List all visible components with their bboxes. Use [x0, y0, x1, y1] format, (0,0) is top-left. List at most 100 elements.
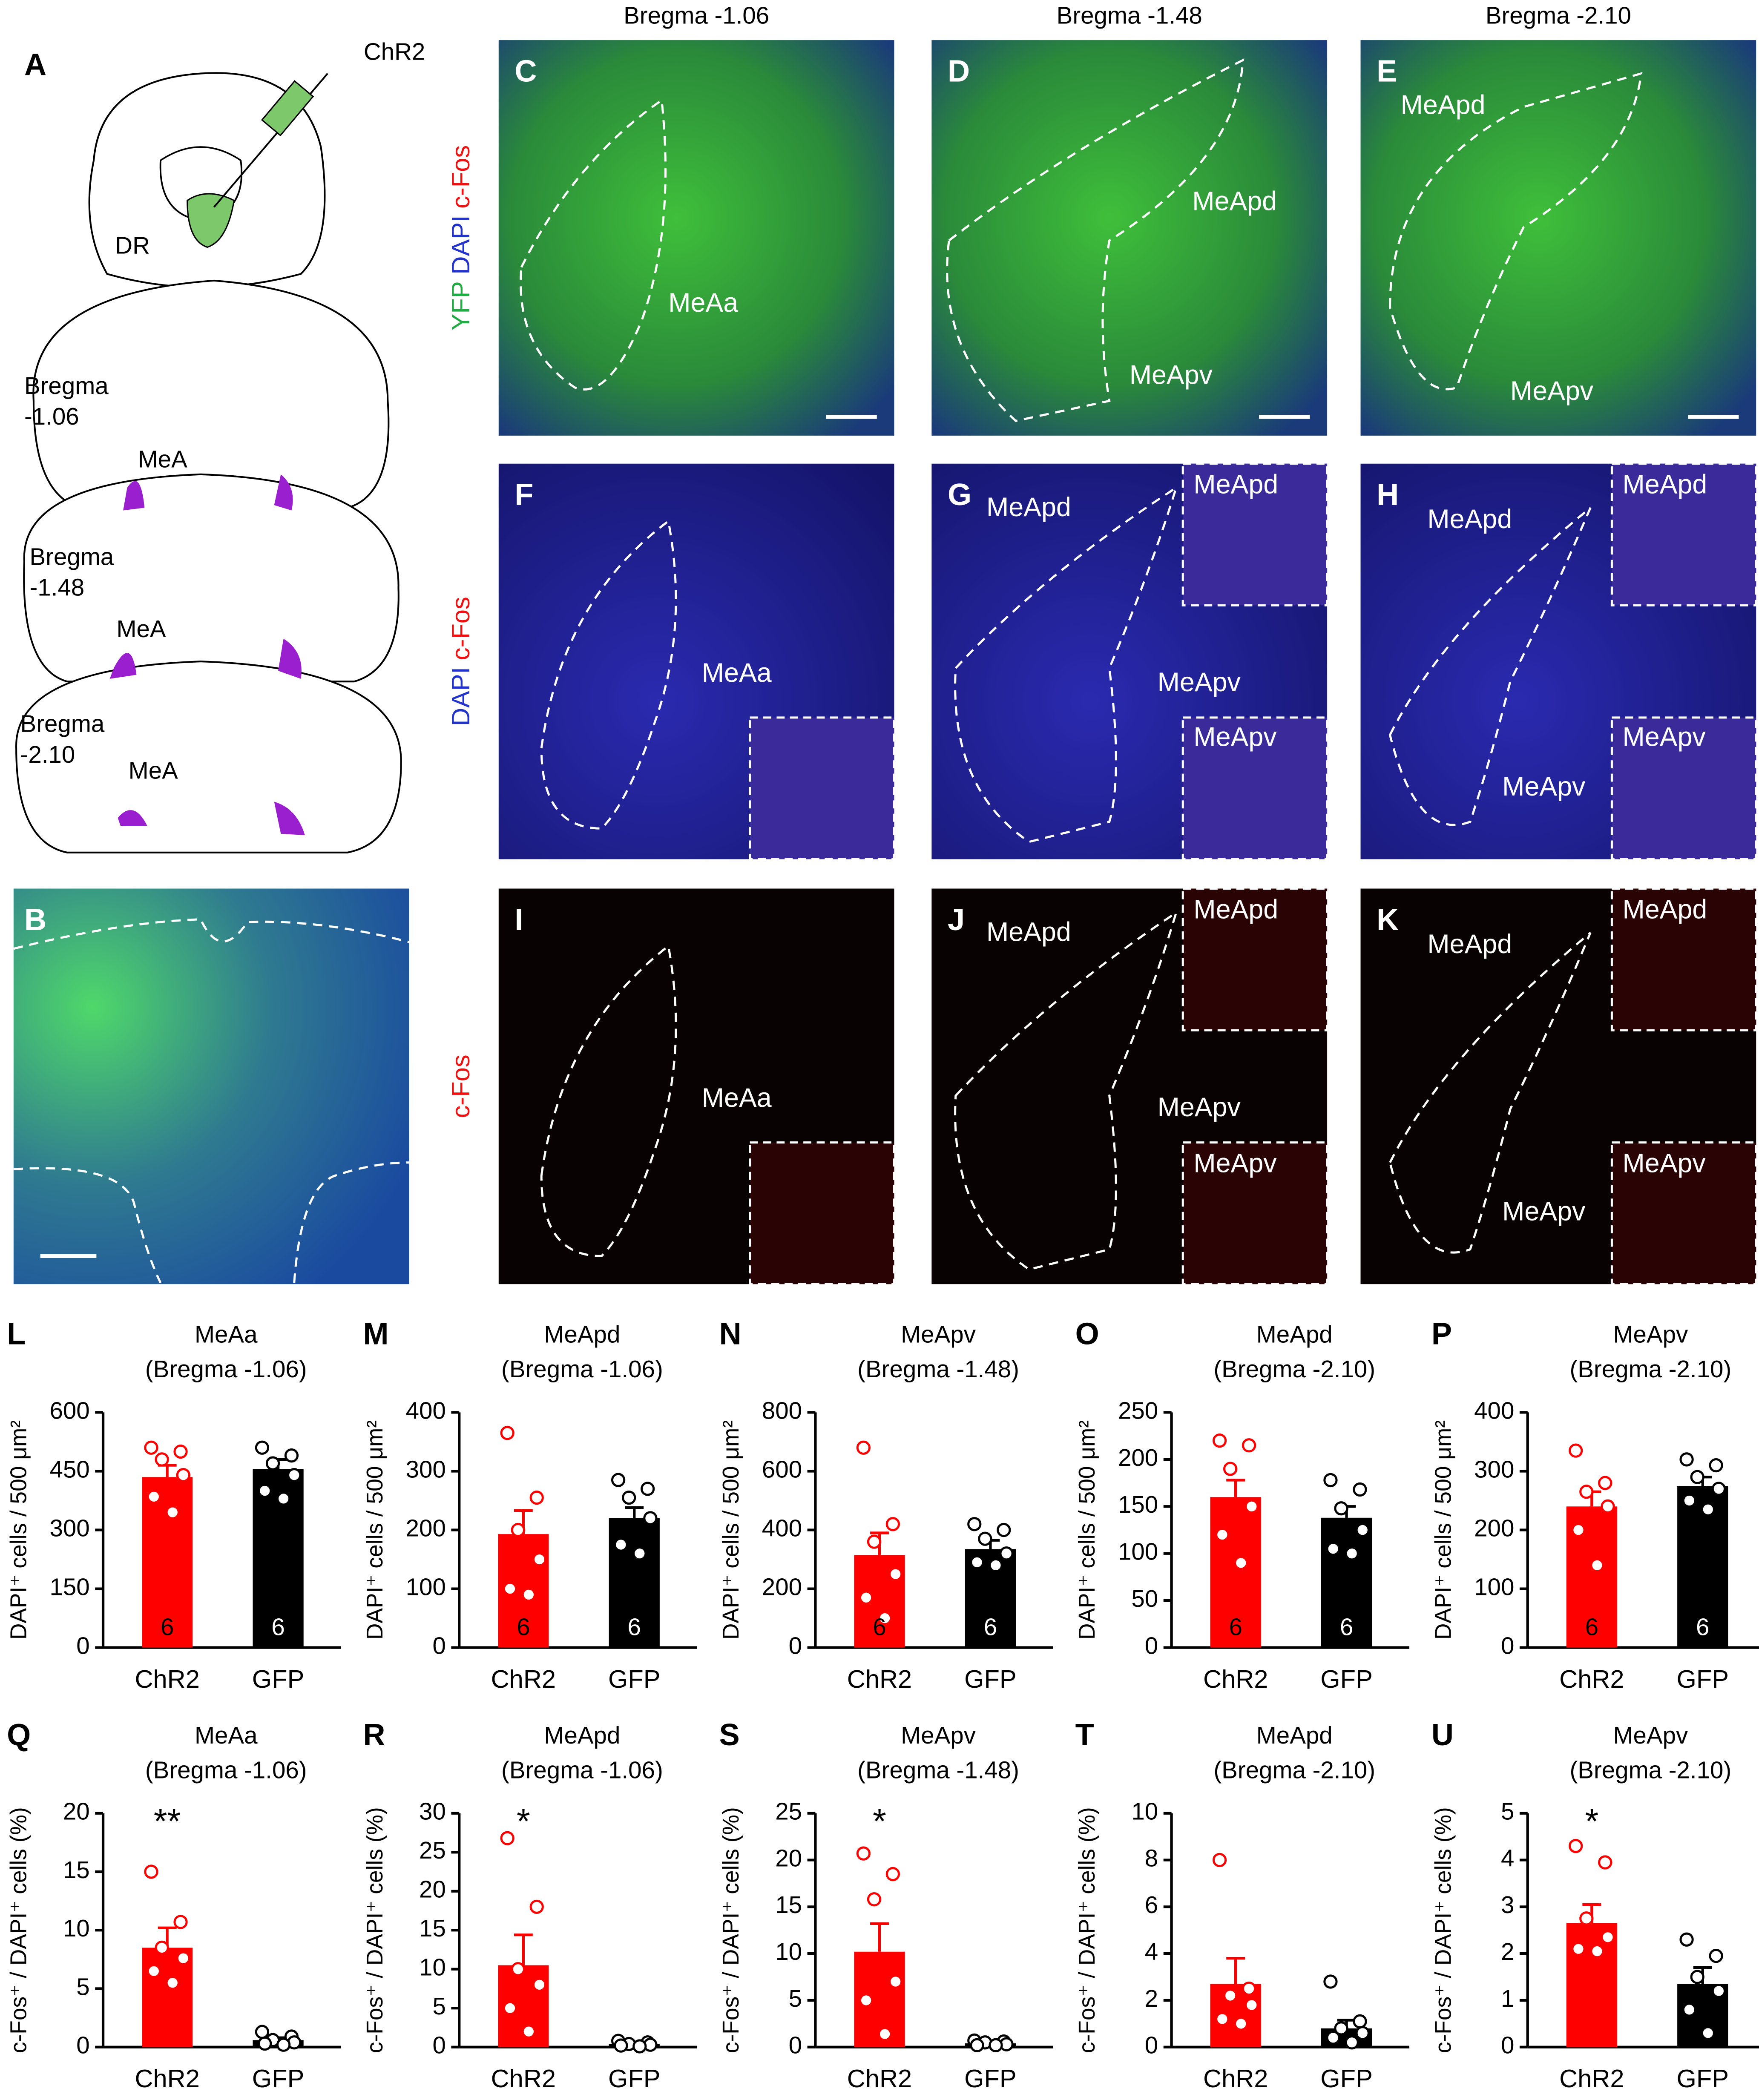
chart-subtitle: (Bregma -1.06): [145, 1356, 307, 1382]
data-point: [1223, 1988, 1238, 2003]
section-label: -1.48: [29, 574, 84, 601]
panel-letter: I: [514, 903, 523, 937]
section-label: Bregma: [24, 372, 109, 399]
y-tick-label: 50: [1131, 1585, 1158, 1612]
region-label: MeApv: [1502, 1197, 1586, 1227]
data-point: [529, 1899, 544, 1914]
panel-letter: G: [948, 478, 971, 512]
data-point: [1590, 1558, 1604, 1572]
row-label-word: c-Fos: [446, 145, 475, 209]
micrograph: [13, 888, 409, 1284]
panel-letter: E: [1377, 55, 1397, 89]
y-tick-label: 450: [49, 1456, 89, 1482]
y-tick-label: 4: [1501, 1844, 1514, 1871]
region-label: MeApd: [1401, 90, 1486, 120]
x-tick-label: GFP: [608, 1665, 661, 1693]
data-point: [1215, 2012, 1230, 2026]
data-point: [641, 1482, 655, 1496]
y-tick-label: 300: [1474, 1456, 1514, 1482]
y-tick-label: 4: [1145, 1938, 1158, 1965]
chart-title: MeApd: [1256, 1321, 1333, 1348]
panel-letter: A: [24, 48, 46, 82]
data-point: [856, 1440, 871, 1455]
y-tick-label: 0: [789, 2032, 802, 2059]
panel-letter: N: [719, 1317, 741, 1351]
chart-subtitle: (Bregma -2.10): [1570, 1756, 1732, 1783]
chart-title: MeApd: [544, 1321, 620, 1348]
data-point: [614, 2038, 628, 2053]
significance: **: [154, 1802, 181, 1841]
column-header: Bregma -1.06: [624, 2, 769, 29]
data-point: [1571, 1523, 1586, 1537]
data-point: [258, 1483, 272, 1498]
y-axis-label: c-Fos⁺ / DAPI⁺ cells (%): [6, 1807, 32, 2053]
data-point: [1701, 2026, 1715, 2040]
data-point: [877, 1611, 892, 1626]
x-tick-label: ChR2: [847, 1665, 912, 1693]
inset: [1610, 1141, 1757, 1285]
y-tick-label: 100: [1474, 1574, 1514, 1600]
y-tick-label: 0: [432, 1632, 445, 1659]
panel-letter: L: [7, 1317, 26, 1351]
y-axis-label: c-Fos⁺ / DAPI⁺ cells (%): [362, 1807, 388, 2053]
mea-region: [118, 802, 305, 835]
data-point: [147, 1489, 161, 1504]
data-point: [978, 1531, 992, 1546]
y-tick-label: 1: [1501, 1985, 1514, 2012]
panel-letter: D: [948, 55, 970, 89]
error-bar: [158, 1464, 177, 1477]
y-tick-label: 0: [1145, 1632, 1158, 1659]
data-point: [967, 1517, 982, 1531]
data-point: [1353, 1482, 1367, 1497]
section-label: -1.06: [24, 403, 79, 430]
data-point: [1355, 2026, 1370, 2040]
region-label: MeApd: [1193, 470, 1278, 500]
chart-subtitle: (Bregma -1.48): [857, 1756, 1019, 1783]
outline: [520, 98, 667, 391]
row-label-word: DAPI: [446, 667, 475, 726]
outline: [946, 58, 1245, 422]
mea-region: [123, 474, 293, 511]
data-point: [173, 1915, 188, 1929]
chart-subtitle: (Bregma -2.10): [1213, 1756, 1375, 1783]
data-point: [1345, 1546, 1359, 1561]
data-point: [1242, 1981, 1256, 1996]
panel-letter: K: [1377, 903, 1399, 937]
y-tick-label: 0: [432, 2032, 445, 2059]
data-point: [885, 1867, 900, 1882]
region-label: MeApv: [1510, 376, 1594, 406]
data-point: [1579, 1911, 1594, 1926]
inset: [1181, 887, 1328, 1031]
x-tick-label: ChR2: [1559, 1665, 1624, 1693]
data-point: [1682, 2002, 1697, 2017]
micrograph: [498, 40, 894, 436]
data-point: [1334, 2021, 1348, 2036]
y-tick-label: 20: [63, 1798, 90, 1825]
panel-letter: M: [363, 1317, 388, 1351]
x-tick-label: ChR2: [847, 2064, 912, 2093]
data-point: [888, 1974, 903, 1989]
syringe: [261, 80, 314, 137]
region-label: MeApv: [1622, 722, 1706, 752]
data-point: [1326, 2031, 1340, 2045]
y-tick-label: 600: [762, 1456, 802, 1482]
y-tick-label: 200: [762, 1574, 802, 1600]
y-tick-label: 150: [49, 1574, 89, 1600]
x-tick-label: GFP: [1676, 2064, 1729, 2093]
data-point: [1353, 2014, 1367, 2029]
error-bar: [870, 1922, 889, 1952]
region-label: MeA: [138, 445, 187, 472]
data-point: [997, 1523, 1011, 1537]
outline: [13, 918, 410, 950]
data-point: [521, 1587, 536, 1602]
n-label: 6: [873, 1614, 886, 1640]
x-tick-label: GFP: [252, 2064, 305, 2093]
data-point: [970, 1555, 984, 1570]
region-label: MeApd: [1193, 894, 1278, 924]
panel-letter: J: [948, 903, 965, 937]
n-label: 6: [161, 1614, 174, 1640]
significance: *: [517, 1802, 530, 1841]
y-tick-label: 15: [419, 1915, 446, 1942]
n-label: 6: [1340, 1614, 1353, 1640]
outline: [13, 1161, 409, 1284]
